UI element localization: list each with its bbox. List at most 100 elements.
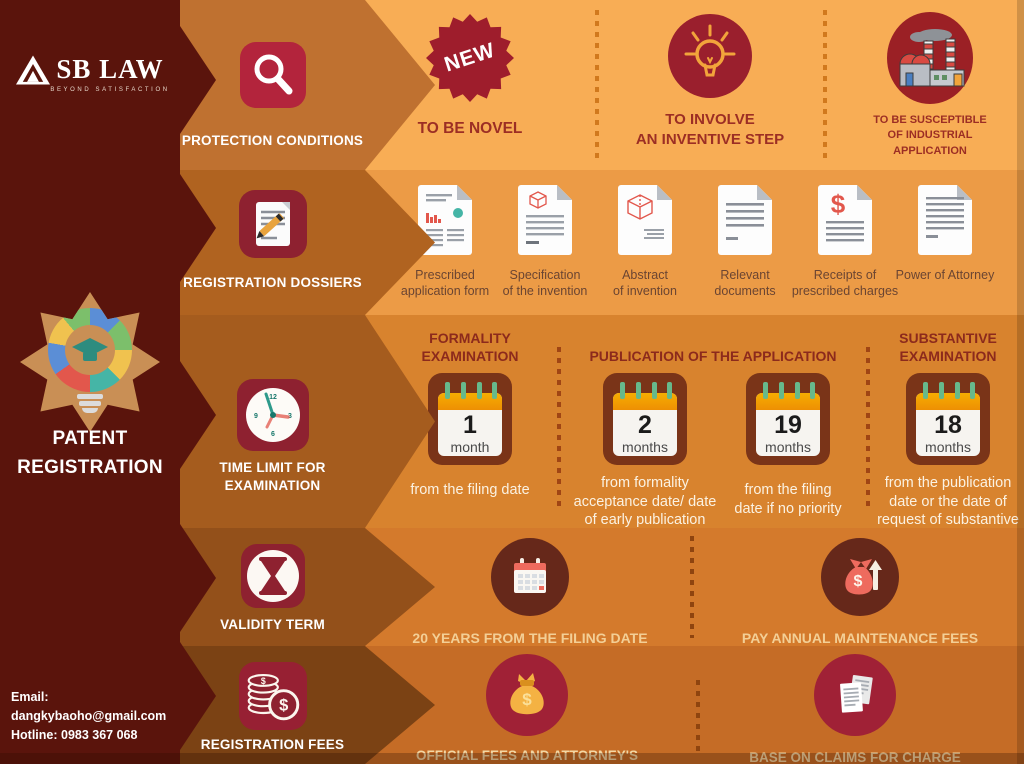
lightbulb-ring [48, 308, 132, 392]
row-registration-fees: $ $ REGISTRATION FEES $ OFFICIAL FEES AN… [180, 646, 1024, 764]
group-publication: PUBLICATION OF THE APPLICATION 2 months … [570, 325, 856, 530]
row-registration-dossiers: REGISTRATION DOSSIERS Prescribed applica… [180, 170, 1024, 315]
fees-caption: BASE ON CLAIMS FOR CHARGE [749, 750, 961, 764]
svg-text:12: 12 [269, 394, 277, 401]
row-label: REGISTRATION FEES [200, 737, 345, 752]
condition-caption: TO INVOLVE AN INVENTIVE STEP [635, 111, 785, 149]
group-heading: SUBSTANTIVE EXAMINATION [899, 329, 997, 364]
factory-icon [887, 12, 973, 104]
calendar-unit: months [622, 438, 668, 455]
condition-industrial-application: TO BE SUSCEPTIBLE OF INDUSTRIAL APPLICAT… [840, 12, 1020, 159]
svg-text:3: 3 [288, 413, 292, 420]
sidebar: SB LAW BEYOND SATISFACTION PATENT REGIST… [0, 0, 180, 764]
fees-claims: BASE ON CLAIMS FOR CHARGE [725, 654, 985, 764]
svg-text:$: $ [260, 676, 265, 686]
hourglass-icon [240, 544, 305, 608]
condition-novel: NEW TO BE NOVEL [380, 14, 560, 138]
calendar-unit: month [450, 438, 490, 455]
svg-text:$: $ [854, 573, 863, 590]
claims-papers-icon [814, 654, 896, 736]
publication-2-months: 2 months from formality acceptance date/… [570, 365, 720, 530]
triangle-logo-icon [16, 55, 51, 84]
idea-lightbulb-icon [668, 14, 752, 98]
validity-maintenance-fees: $ PAY ANNUAL MAINTENANCE FEES [740, 538, 980, 646]
doc-cube-top-icon [518, 185, 572, 255]
row-protection-conditions: PROTECTION CONDITIONS NEW TO BE NOVEL [180, 0, 1024, 170]
svg-text:$: $ [831, 189, 846, 219]
page-title: PATENT REGISTRATION [17, 428, 163, 479]
row-label: PROTECTION CONDITIONS [181, 133, 364, 148]
dossier-caption: Specification of the invention [502, 268, 588, 299]
starburst-lightbulb-icon [20, 292, 160, 432]
calendar-unit: months [925, 438, 971, 455]
dossier-item: Power of Attorney [891, 185, 999, 283]
calendar-unit: months [765, 438, 811, 455]
bulb-screw-base [20, 394, 160, 413]
dotted-divider [595, 10, 599, 160]
brand-tagline: BEYOND SATISFACTION [50, 87, 170, 93]
group-heading: PUBLICATION OF THE APPLICATION [589, 347, 837, 364]
dossier-caption: Abstract of invention [613, 268, 677, 299]
group-substantive-examination: SUBSTANTIVE EXAMINATION 18 months from t… [872, 325, 1024, 548]
validity-caption: 20 YEARS FROM THE FILING DATE [412, 630, 648, 646]
group-heading: FORMALITY EXAMINATION [421, 329, 519, 364]
calendar-caption: from formality acceptance date/ date of … [573, 475, 717, 529]
document-pen-icon [238, 190, 307, 258]
doc-dollar-icon: $ [818, 185, 872, 255]
graduation-cap-icon [72, 338, 108, 356]
publication-19-months: 19 months from the filing date if no pri… [720, 365, 856, 530]
calendar-1-month-icon: 1 month [428, 373, 512, 465]
dossier-caption: Receipts of prescribed charges [791, 268, 899, 299]
calendar-number: 2 [638, 411, 652, 439]
calendar-number: 18 [934, 411, 962, 439]
new-badge: NEW [441, 38, 499, 77]
validity-caption: PAY ANNUAL MAINTENANCE FEES [741, 630, 979, 646]
fees-official: $ OFFICIAL FEES AND ATTORNEY'S FEES [397, 654, 657, 764]
contact-email: Email: dangkybaoho@gmail.com [11, 690, 167, 723]
calendar-18-months-icon: 18 months [906, 373, 990, 465]
dossier-item: $ Receipts of prescribed charges [791, 185, 899, 300]
condition-caption: TO BE SUSCEPTIBLE OF INDUSTRIAL APPLICAT… [873, 114, 987, 157]
brand-name: SB LAW [56, 54, 164, 84]
svg-text:$: $ [522, 690, 532, 709]
dotted-divider [557, 347, 561, 512]
right-edge-shade [1017, 0, 1024, 764]
validity-20-years: 20 YEARS FROM THE FILING DATE [410, 538, 650, 646]
calendar-caption: from the filing date [410, 482, 530, 498]
dossier-item: Specification of the invention [491, 185, 599, 300]
clock-icon: 12 3 6 9 [236, 379, 309, 451]
dotted-divider [690, 536, 694, 638]
dossier-caption: Prescribed application form [400, 268, 490, 299]
doc-lines-icon [718, 185, 772, 255]
row-label: REGISTRATION DOSSIERS [183, 275, 362, 290]
row-label: VALIDITY TERM [220, 617, 325, 632]
row-validity-term: VALIDITY TERM 20 YEARS [180, 528, 1024, 646]
dossier-caption: Power of Attorney [895, 268, 995, 282]
dotted-divider [866, 347, 870, 512]
calendar-solid-icon [491, 538, 569, 616]
brand-logo: SB LAW BEYOND SATISFACTION [0, 54, 180, 93]
svg-text:$: $ [279, 697, 288, 715]
svg-text:9: 9 [254, 413, 258, 420]
dossier-caption: Relevant documents [714, 268, 776, 299]
calendar-19-months-icon: 19 months [746, 373, 830, 465]
label-validity-term: VALIDITY TERM [180, 528, 435, 646]
calendar-2-months-icon: 2 months [603, 373, 687, 465]
calendar-number: 1 [463, 411, 477, 439]
calendar-number: 19 [774, 411, 802, 439]
dossier-item: Abstract of invention [591, 185, 699, 300]
dotted-divider [823, 10, 827, 160]
contact-hotline: Hotline: 0983 367 068 [11, 727, 138, 742]
dotted-divider [696, 680, 700, 754]
calendar-caption: from the publication date or the date of… [877, 475, 1019, 547]
money-bag-gold-icon: $ [486, 654, 568, 736]
new-seal-icon: NEW [426, 14, 514, 102]
coins-icon: $ $ [238, 662, 307, 730]
condition-inventive-step: TO INVOLVE AN INVENTIVE STEP [620, 14, 800, 151]
magnifier-icon [239, 42, 306, 108]
group-formality-examination: FORMALITY EXAMINATION 1 month from the f… [385, 325, 555, 500]
svg-text:6: 6 [271, 431, 275, 438]
money-bag-arrow-up-icon: $ [821, 538, 899, 616]
bottom-edge-shade [0, 753, 1024, 764]
